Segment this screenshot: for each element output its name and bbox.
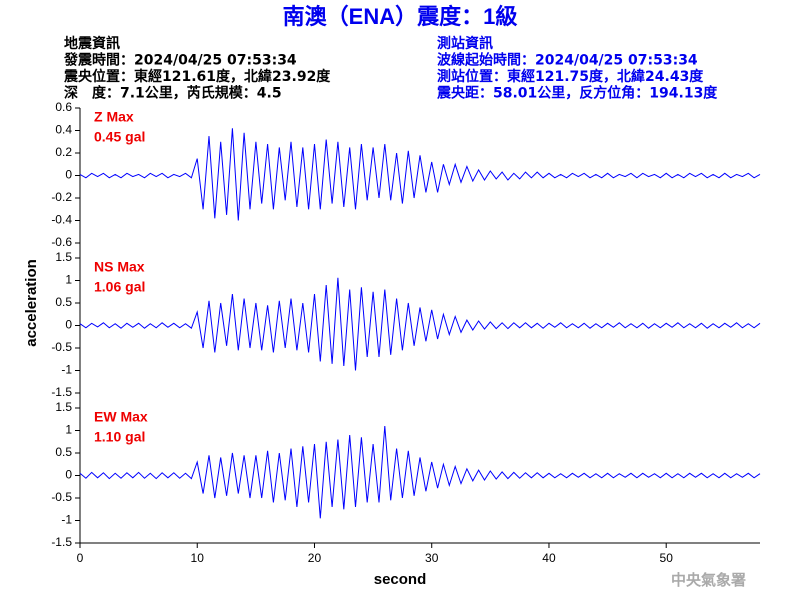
waveform [79, 425, 761, 519]
y-tick-label: 1.5 [55, 250, 72, 264]
y-axis-label: acceleration [23, 259, 40, 347]
y-tick-label: 0.2 [55, 145, 72, 159]
x-tick-label: 0 [77, 551, 84, 565]
x-axis-label: second [374, 571, 427, 588]
x-tick-label: 50 [660, 551, 674, 565]
y-tick-label: -1 [61, 513, 72, 527]
x-tick-label: 20 [308, 551, 322, 565]
y-tick-label: 1 [65, 273, 72, 287]
y-tick-label: 0.4 [55, 123, 72, 137]
y-tick-label: 0.5 [55, 295, 72, 309]
y-tick-label: 0 [65, 318, 72, 332]
y-tick-label: 0 [65, 468, 72, 482]
y-tick-label: -0.5 [51, 340, 72, 354]
info-right: 測站位置：東經121.75度，北緯24.43度 [437, 68, 704, 85]
y-tick-label: -1.5 [51, 385, 72, 399]
y-tick-label: 1 [65, 423, 72, 437]
y-tick-label: -0.6 [51, 235, 72, 249]
waveform [79, 277, 761, 371]
info-right: 波線起始時間：2024/04/25 07:53:34 [437, 52, 698, 69]
max-label: 0.45 gal [94, 129, 145, 145]
max-label: 1.10 gal [94, 429, 145, 445]
y-tick-label: -0.4 [51, 213, 72, 227]
waveform [79, 128, 761, 221]
info-right: 測站資訊 [437, 35, 493, 52]
chart-title: 南澳（ENA）震度：1級 [283, 4, 518, 29]
y-tick-label: 0.6 [55, 100, 72, 114]
series-name: Z Max [94, 109, 134, 125]
info-left: 深 度：7.1公里，芮氏規模：4.5 [64, 85, 282, 102]
info-left: 發震時間：2024/04/25 07:53:34 [63, 52, 297, 69]
x-tick-label: 40 [542, 551, 556, 565]
y-tick-label: -1 [61, 363, 72, 377]
y-tick-label: -0.5 [51, 490, 72, 504]
x-tick-label: 30 [425, 551, 439, 565]
info-right: 震央距：58.01公里，反方位角：194.13度 [436, 85, 718, 102]
max-label: 1.06 gal [94, 279, 145, 295]
y-tick-label: 0 [65, 168, 72, 182]
series-name: NS Max [94, 259, 145, 275]
y-tick-label: -0.2 [51, 190, 72, 204]
x-tick-label: 10 [191, 551, 205, 565]
info-left: 地震資訊 [64, 35, 120, 52]
y-tick-label: -1.5 [51, 535, 72, 549]
y-tick-label: 0.5 [55, 445, 72, 459]
info-left: 震央位置：東經121.61度，北緯23.92度 [63, 68, 331, 85]
footer: 中央氣象署 [671, 571, 746, 589]
y-tick-label: 1.5 [55, 400, 72, 414]
series-name: EW Max [94, 409, 148, 425]
